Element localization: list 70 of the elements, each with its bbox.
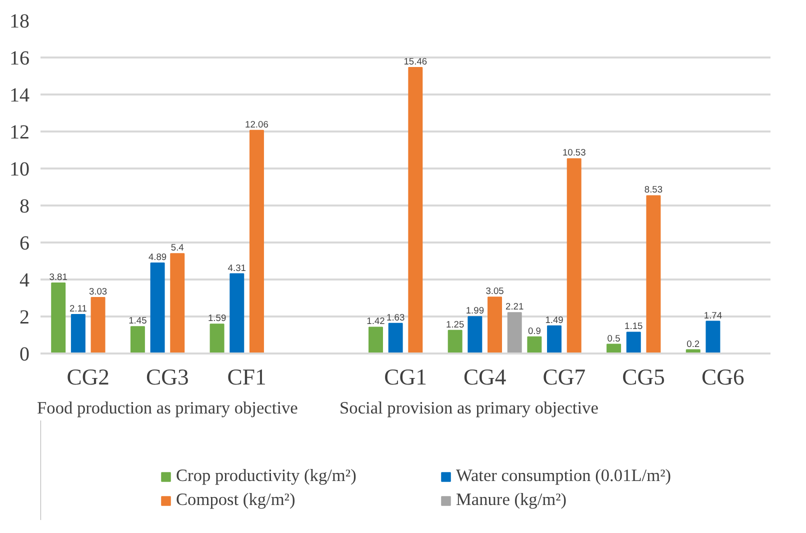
bar: [468, 316, 482, 354]
bar: [51, 282, 66, 354]
y-tick-label: 8: [20, 196, 30, 218]
bar: [230, 273, 244, 354]
data-label: 1.49: [545, 314, 564, 325]
legend-label: Crop productivity (kg/m²): [176, 466, 358, 486]
text: Social provision as primary objective: [340, 398, 599, 418]
data-label: 3.81: [49, 272, 68, 282]
bar: [130, 326, 145, 354]
y-tick-label: 2: [20, 306, 30, 328]
data-label: 2.21: [506, 302, 524, 312]
bar: [488, 296, 502, 354]
bar: [368, 326, 383, 354]
data-label: 10.53: [562, 148, 586, 158]
bar: [90, 296, 106, 354]
data-label: 0.2: [686, 338, 700, 349]
data-label: 1.15: [624, 321, 643, 332]
y-tick-label: 6: [20, 232, 30, 254]
data-label: 4.89: [148, 252, 167, 262]
bar: [547, 325, 562, 354]
bar: [626, 332, 641, 354]
x-tick-label: CG5: [622, 364, 665, 390]
data-label: 12.06: [245, 119, 268, 130]
bar: [646, 195, 661, 354]
x-tick-label: CG7: [542, 364, 586, 390]
x-tick-label: CG6: [701, 364, 744, 390]
data-label: 2.11: [69, 303, 87, 314]
legend-label: Water consumption (0.01L/m²): [456, 466, 672, 486]
data-label: 15.46: [404, 56, 428, 66]
data-label: 1.42: [366, 316, 385, 326]
data-label: 0.9: [528, 326, 541, 336]
data-label: 1.74: [704, 310, 722, 320]
data-label: 1.63: [386, 312, 405, 322]
x-tick-label: CG3: [146, 364, 189, 390]
bar: [388, 322, 403, 354]
data-label: 1.25: [446, 319, 464, 330]
bar: [507, 312, 522, 354]
x-tick-label: CG2: [66, 364, 110, 390]
y-tick-label: 10: [10, 158, 30, 180]
y-tick-label: 12: [10, 122, 30, 144]
bar: [210, 324, 224, 354]
bar: [170, 253, 185, 354]
data-label: 5.4: [170, 242, 184, 253]
data-label: 1.59: [208, 313, 226, 324]
bar: [408, 66, 423, 354]
data-label: 3.03: [88, 286, 108, 296]
y-tick-label: 14: [10, 84, 30, 106]
x-tick-label: CG1: [384, 364, 427, 390]
x-tick-label: CF1: [227, 364, 266, 390]
bar: [70, 314, 86, 354]
data-label: 4.31: [228, 262, 246, 273]
bar: [706, 320, 720, 354]
x-tick-label: CG4: [463, 364, 506, 390]
data-label: 3.05: [486, 286, 504, 296]
y-tick-label: 4: [20, 270, 30, 292]
bar: [448, 330, 462, 354]
y-tick-label: 16: [10, 48, 30, 70]
data-label: 0.5: [607, 333, 620, 344]
text: Food production as primary objective: [37, 398, 298, 418]
bar: [150, 262, 165, 354]
data-label: 1.99: [466, 306, 484, 316]
bar: [527, 336, 542, 354]
y-tick-label: 0: [20, 344, 30, 366]
data-label: 1.45: [128, 316, 147, 326]
data-label: 8.53: [644, 184, 663, 195]
y-tick-label: 18: [10, 10, 30, 32]
bar: [249, 130, 264, 354]
legend-label: Compost (kg/m²): [176, 490, 296, 510]
legend-label: Manure (kg/m²): [456, 490, 568, 510]
bar: [566, 158, 582, 354]
